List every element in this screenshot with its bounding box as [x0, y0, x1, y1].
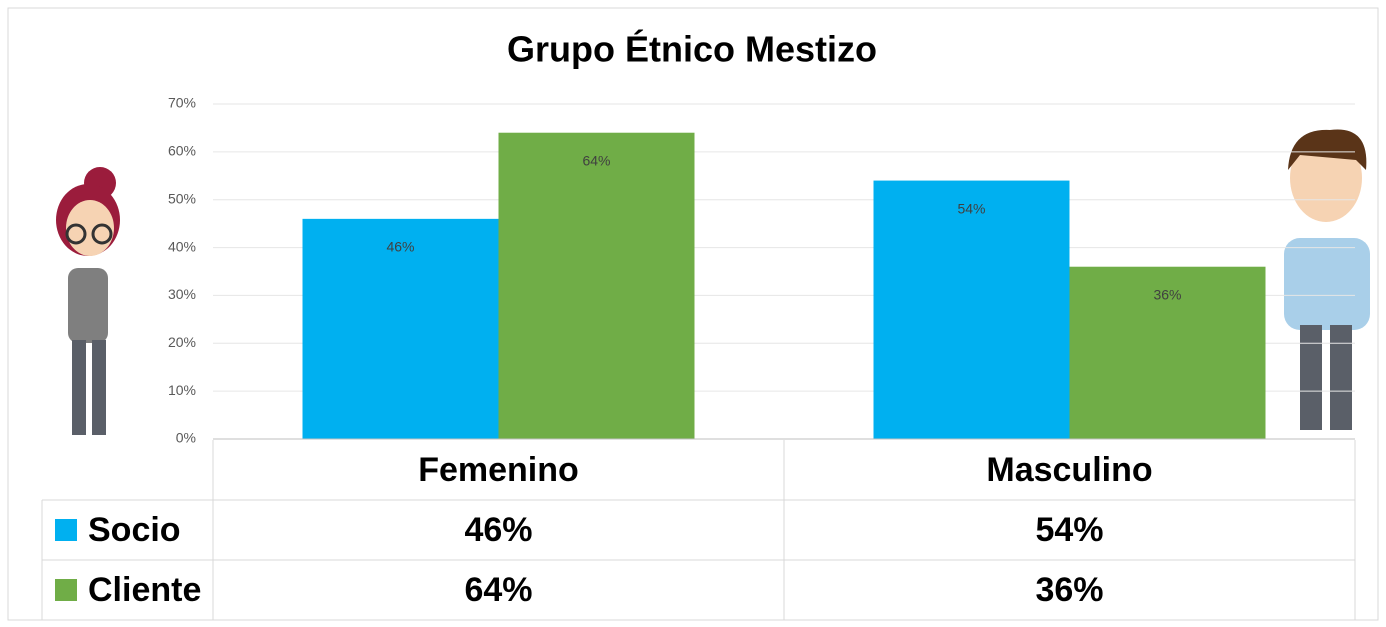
bar [498, 132, 695, 439]
value-label: 36% [1153, 286, 1181, 302]
y-tick-label: 50% [168, 190, 196, 206]
legend-swatch [55, 519, 77, 541]
value-label: 54% [957, 200, 985, 216]
table-value: 46% [464, 511, 532, 549]
x-tick-label: Masculino [986, 451, 1152, 489]
y-tick-label: 20% [168, 334, 196, 350]
table-value: 64% [464, 571, 532, 609]
y-tick-label: 60% [168, 143, 196, 159]
y-tick-label: 70% [168, 95, 196, 111]
y-tick-label: 10% [168, 382, 196, 398]
value-label: 64% [582, 152, 610, 168]
chart-title: Grupo Étnico Mestizo [507, 29, 877, 70]
bar [873, 180, 1070, 440]
legend-label: Socio [88, 511, 181, 549]
y-tick-label: 30% [168, 286, 196, 302]
bar [1069, 266, 1266, 439]
x-tick-label: Femenino [418, 451, 579, 489]
bar [302, 218, 499, 439]
y-tick-label: 0% [176, 430, 196, 446]
woman-figure [56, 167, 120, 435]
legend-label: Cliente [88, 571, 201, 609]
value-label: 46% [386, 239, 414, 255]
legend-swatch [55, 579, 77, 601]
y-tick-label: 40% [168, 238, 196, 254]
table-value: 36% [1035, 571, 1103, 609]
table-value: 54% [1035, 511, 1103, 549]
